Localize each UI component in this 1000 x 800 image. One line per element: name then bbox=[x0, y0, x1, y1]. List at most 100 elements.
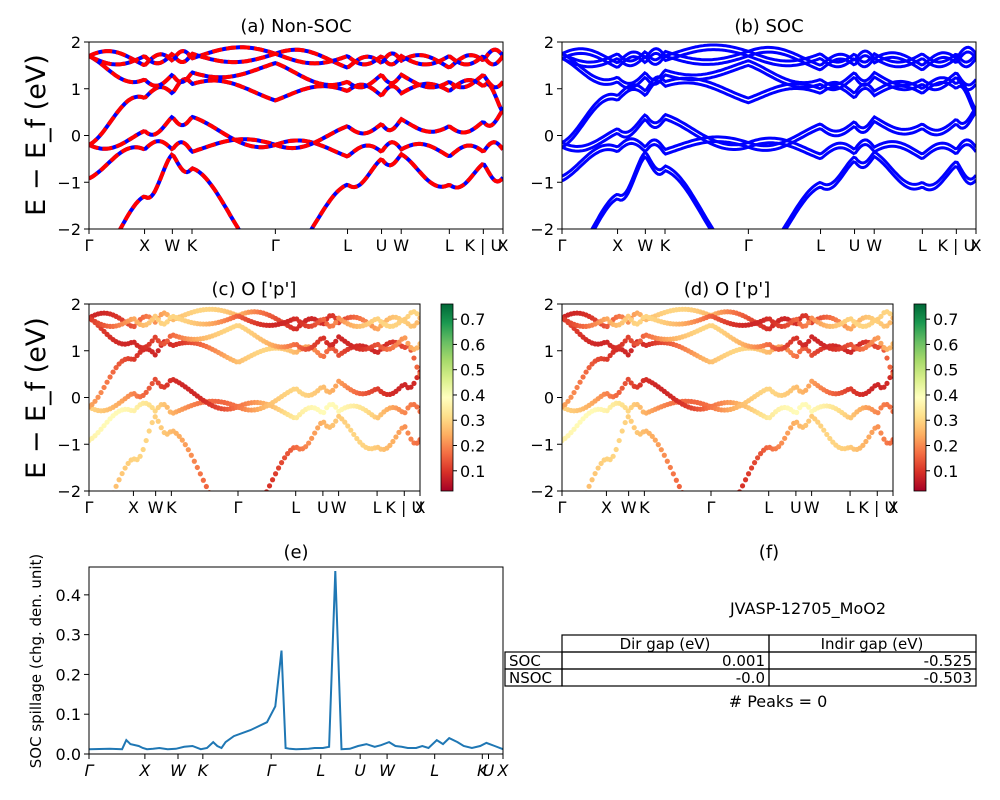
panel-c-plot-area bbox=[89, 306, 420, 491]
c-band-point bbox=[275, 465, 282, 471]
c-band-point bbox=[333, 383, 339, 389]
a-ytick-label: 2 bbox=[71, 33, 81, 52]
c-band-point bbox=[408, 384, 414, 390]
c-xtick-label: U bbox=[317, 498, 329, 517]
c-band-point bbox=[402, 316, 408, 322]
c-band-point bbox=[194, 464, 200, 471]
c-band-point bbox=[321, 419, 327, 425]
d-cbtick-label: 0.4 bbox=[933, 386, 958, 405]
c-band-point bbox=[303, 444, 309, 450]
a-ytick-label: 1 bbox=[71, 80, 81, 99]
e-xtick-label: Γ bbox=[267, 761, 277, 780]
c-band-point bbox=[158, 425, 164, 431]
c-band-point bbox=[143, 437, 149, 444]
c-band-point bbox=[164, 319, 170, 325]
a-xtick-label: W bbox=[393, 236, 409, 255]
d-band-point bbox=[574, 384, 580, 391]
d-band-point bbox=[890, 436, 893, 443]
c-band-point bbox=[98, 389, 104, 396]
d-cbtick-label: 0.2 bbox=[933, 437, 958, 456]
d-band-point bbox=[758, 451, 764, 457]
panel-e-yticks: 0.4 0.3 0.2 0.1 0.0 bbox=[56, 586, 89, 764]
a-band-line-up bbox=[89, 51, 503, 67]
c-band-point bbox=[113, 483, 119, 489]
c-band-point bbox=[266, 483, 273, 489]
e-xtick-label: U bbox=[354, 761, 366, 780]
d-band-point bbox=[577, 419, 583, 425]
d-band-point bbox=[589, 477, 595, 483]
a-xtick-label: K | U bbox=[464, 236, 502, 255]
c-band-point bbox=[185, 447, 191, 453]
panel-d-colorbar bbox=[913, 303, 927, 492]
c-band-point bbox=[321, 353, 327, 359]
panel-c-colorbar bbox=[440, 303, 454, 492]
c-band-point bbox=[131, 323, 137, 330]
c-band-point bbox=[155, 380, 161, 386]
b-ytick-label: −1 bbox=[530, 173, 554, 192]
d-band-point bbox=[625, 313, 631, 319]
c-band-point bbox=[152, 352, 158, 358]
c-band-point bbox=[164, 382, 170, 388]
d-band-point bbox=[788, 425, 794, 431]
d-band-point bbox=[625, 408, 631, 414]
d-xtick-label: L bbox=[846, 498, 855, 517]
d-band-point bbox=[568, 430, 574, 436]
d-band-point bbox=[878, 430, 884, 436]
c-band-point bbox=[107, 374, 113, 380]
d-band-point bbox=[806, 338, 812, 344]
b-band-line bbox=[562, 75, 976, 144]
d-band-point bbox=[890, 315, 893, 321]
c-band-point bbox=[321, 335, 327, 341]
c-band-point bbox=[143, 389, 149, 395]
e-ytick-label: 0.4 bbox=[56, 586, 81, 605]
d-ytick-label: 0 bbox=[544, 389, 554, 408]
b-xtick-label: K bbox=[660, 236, 671, 255]
panel-a-plot-area bbox=[89, 45, 503, 229]
d-band-point bbox=[875, 335, 881, 341]
c-ytick-label: −2 bbox=[57, 482, 81, 501]
d-band-point bbox=[890, 341, 893, 347]
d-band-point bbox=[887, 374, 893, 381]
d-band-point bbox=[875, 316, 881, 322]
d-band-point bbox=[869, 429, 875, 435]
b-xtick-label: X bbox=[971, 236, 982, 255]
d-xtick-label: Γ bbox=[707, 498, 716, 517]
c-band-point bbox=[264, 489, 269, 491]
e-xtick-label: K bbox=[198, 761, 210, 780]
b-ytick-label: 0 bbox=[544, 127, 554, 146]
a-xtick-label: L bbox=[445, 236, 454, 255]
e-xtick-label: U bbox=[483, 761, 495, 780]
b-bands bbox=[562, 43, 976, 229]
c-band-point bbox=[345, 423, 351, 429]
d-band-point bbox=[742, 477, 749, 483]
c-band-point bbox=[137, 453, 143, 459]
c-band-point bbox=[110, 369, 116, 375]
b-xtick-label: X bbox=[612, 236, 623, 255]
d-band-point bbox=[803, 387, 809, 393]
d-xtick-label: K | U bbox=[858, 498, 896, 517]
panel-f-gap-table: (f) JVASP-12705_MoO2 Dir gap (eV) Indir … bbox=[504, 542, 977, 711]
c-band-point bbox=[152, 408, 158, 414]
d-band-point bbox=[577, 379, 583, 385]
d-band-point bbox=[565, 398, 571, 404]
panel-e-ylabel: SOC spillage (chg. den. unit) bbox=[27, 554, 45, 769]
d-band-point bbox=[604, 408, 610, 414]
c-xtick-label: X bbox=[415, 498, 426, 517]
c-band-point bbox=[414, 320, 420, 326]
b-ytick-label: 2 bbox=[544, 33, 554, 52]
b-band-line bbox=[592, 154, 976, 229]
c-band-point bbox=[203, 483, 209, 490]
material-id: JVASP-12705_MoO2 bbox=[729, 599, 886, 619]
d-band-point bbox=[673, 477, 679, 483]
panel-c-ylabel: E − E_f (eV) bbox=[21, 317, 52, 479]
c-ytick-label: 0 bbox=[71, 389, 81, 408]
c-band-point bbox=[342, 419, 348, 425]
c-xtick-label: L bbox=[291, 498, 300, 517]
d-band-point bbox=[887, 311, 893, 317]
d-band-point bbox=[785, 430, 791, 436]
c-band-point bbox=[149, 419, 155, 426]
c-band-point bbox=[179, 437, 185, 443]
c-xtick-label: K | U bbox=[385, 498, 423, 517]
